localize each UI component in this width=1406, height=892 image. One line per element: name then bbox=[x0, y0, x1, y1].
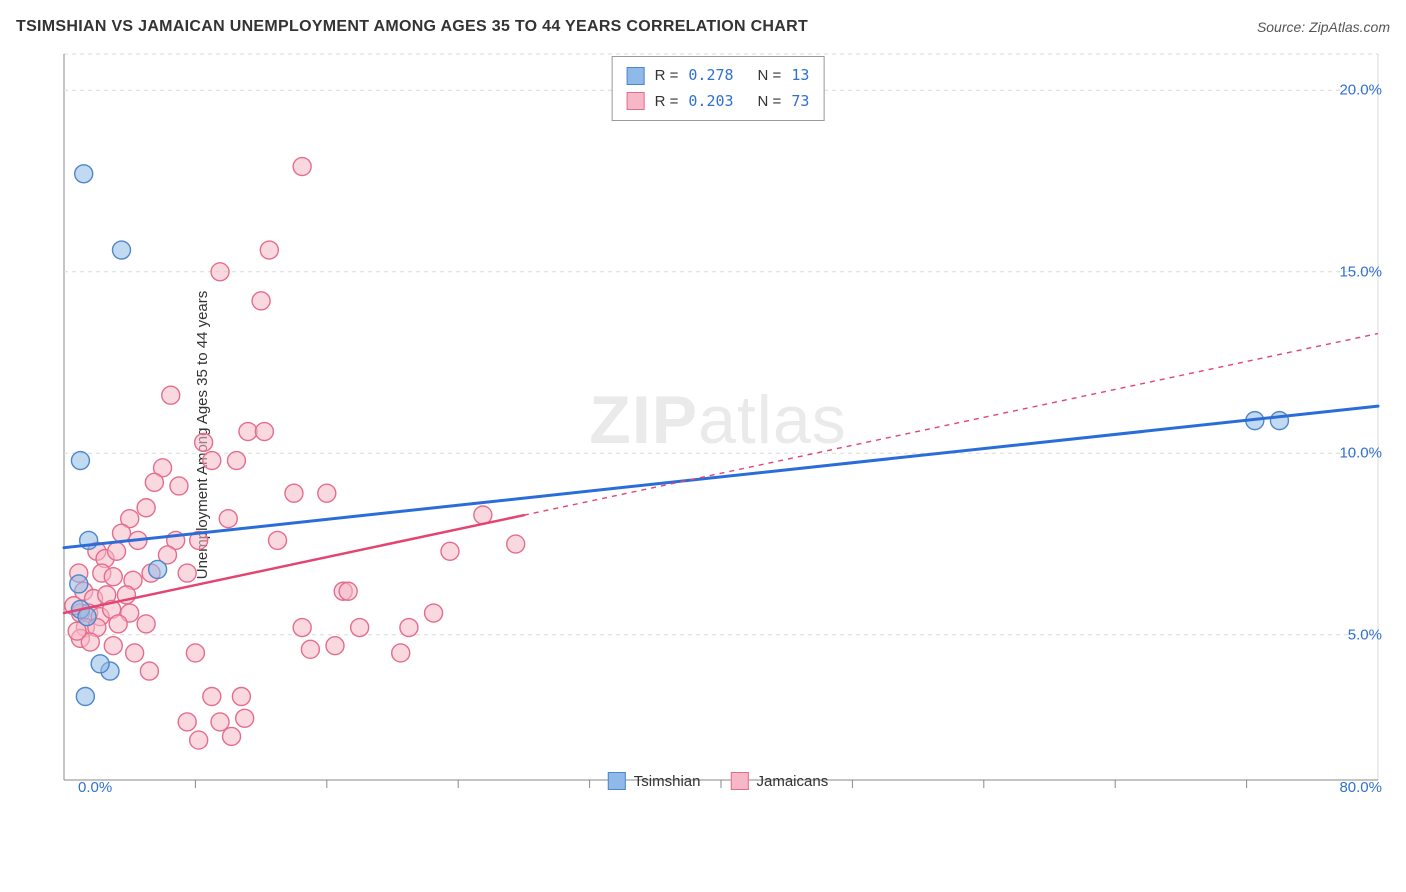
legend-n-value: 13 bbox=[791, 63, 809, 89]
series-legend-item: Tsimshian bbox=[608, 772, 701, 790]
series-legend-item: Jamaicans bbox=[730, 772, 828, 790]
scatter-plot-svg bbox=[46, 50, 1390, 820]
legend-swatch bbox=[730, 772, 748, 790]
legend-swatch bbox=[627, 67, 645, 85]
legend-r-value: 0.203 bbox=[688, 89, 733, 115]
legend-r-label: R = bbox=[655, 89, 679, 115]
legend-swatch bbox=[627, 92, 645, 110]
y-tick-label: 5.0% bbox=[1348, 626, 1382, 643]
chart-area: Unemployment Among Ages 35 to 44 years Z… bbox=[46, 50, 1390, 820]
correlation-legend: R = 0.278 N = 13 R = 0.203 N = 73 bbox=[612, 56, 825, 121]
chart-title: TSIMSHIAN VS JAMAICAN UNEMPLOYMENT AMONG… bbox=[16, 18, 808, 36]
legend-n-value: 73 bbox=[791, 89, 809, 115]
legend-n-label: N = bbox=[758, 63, 782, 89]
legend-swatch bbox=[608, 772, 626, 790]
source-attribution: Source: ZipAtlas.com bbox=[1257, 19, 1390, 35]
series-name: Jamaicans bbox=[756, 773, 828, 790]
y-tick-label: 10.0% bbox=[1339, 445, 1382, 462]
x-axis-max-label: 80.0% bbox=[1339, 779, 1382, 796]
series-legend: Tsimshian Jamaicans bbox=[608, 772, 828, 790]
legend-row: R = 0.203 N = 73 bbox=[627, 89, 810, 115]
legend-row: R = 0.278 N = 13 bbox=[627, 63, 810, 89]
legend-n-label: N = bbox=[758, 89, 782, 115]
y-tick-label: 20.0% bbox=[1339, 82, 1382, 99]
series-name: Tsimshian bbox=[634, 773, 701, 790]
legend-r-label: R = bbox=[655, 63, 679, 89]
legend-r-value: 0.278 bbox=[688, 63, 733, 89]
x-axis-min-label: 0.0% bbox=[78, 779, 112, 796]
y-tick-label: 15.0% bbox=[1339, 263, 1382, 280]
